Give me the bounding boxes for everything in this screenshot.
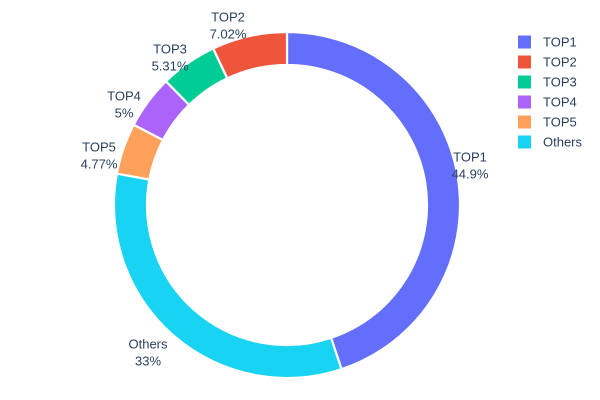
legend-item-top4[interactable]: TOP4 [543, 94, 577, 109]
pie-slice-others[interactable] [112, 172, 343, 380]
slice-label-name-others: Others [128, 336, 168, 351]
slice-label-percent-others: 33% [135, 353, 161, 368]
legend-item-top3[interactable]: TOP3 [543, 74, 577, 89]
pie-slice-top3[interactable] [164, 47, 229, 107]
pie-slices-group [112, 30, 462, 380]
slice-label-name-top3: TOP3 [153, 41, 187, 56]
legend-item-top2[interactable]: TOP2 [543, 54, 577, 69]
pie-slice-top4[interactable] [132, 79, 191, 142]
pie-slice-top2[interactable] [211, 30, 289, 80]
slice-label-name-top4: TOP4 [107, 88, 141, 103]
legend-swatch-top2 [518, 55, 531, 69]
legend-swatch-top3 [518, 75, 531, 89]
legend-swatch-top1 [518, 35, 531, 49]
pie-slice-labels-group: TOP1 44.9% TOP2 7.02% TOP3 5.31% TOP4 5% TOP5 4.7… [81, 9, 489, 368]
legend-swatch-others [518, 135, 531, 149]
slice-label-name-top1: TOP1 [453, 149, 487, 164]
legend-swatch-top4 [518, 95, 531, 109]
pie-slice-top1[interactable] [285, 30, 462, 371]
slice-label-name-top2: TOP2 [211, 9, 245, 24]
legend-swatch-top5 [518, 115, 531, 129]
slice-label-percent-top3: 5.31% [152, 58, 189, 73]
slice-label-percent-top4: 5% [115, 105, 134, 120]
pie-slice-top5[interactable] [115, 123, 165, 181]
slice-label-percent-top5: 4.77% [81, 156, 118, 171]
legend-item-others[interactable]: Others [543, 134, 583, 149]
chart-legend[interactable]: TOP1 TOP2 TOP3 TOP4 TOP5 Others [518, 34, 583, 149]
legend-item-top5[interactable]: TOP5 [543, 114, 577, 129]
slice-label-name-top5: TOP5 [82, 139, 116, 154]
legend-item-top1[interactable]: TOP1 [543, 34, 577, 49]
slice-label-percent-top2: 7.02% [210, 26, 247, 41]
slice-label-percent-top1: 44.9% [452, 166, 489, 181]
